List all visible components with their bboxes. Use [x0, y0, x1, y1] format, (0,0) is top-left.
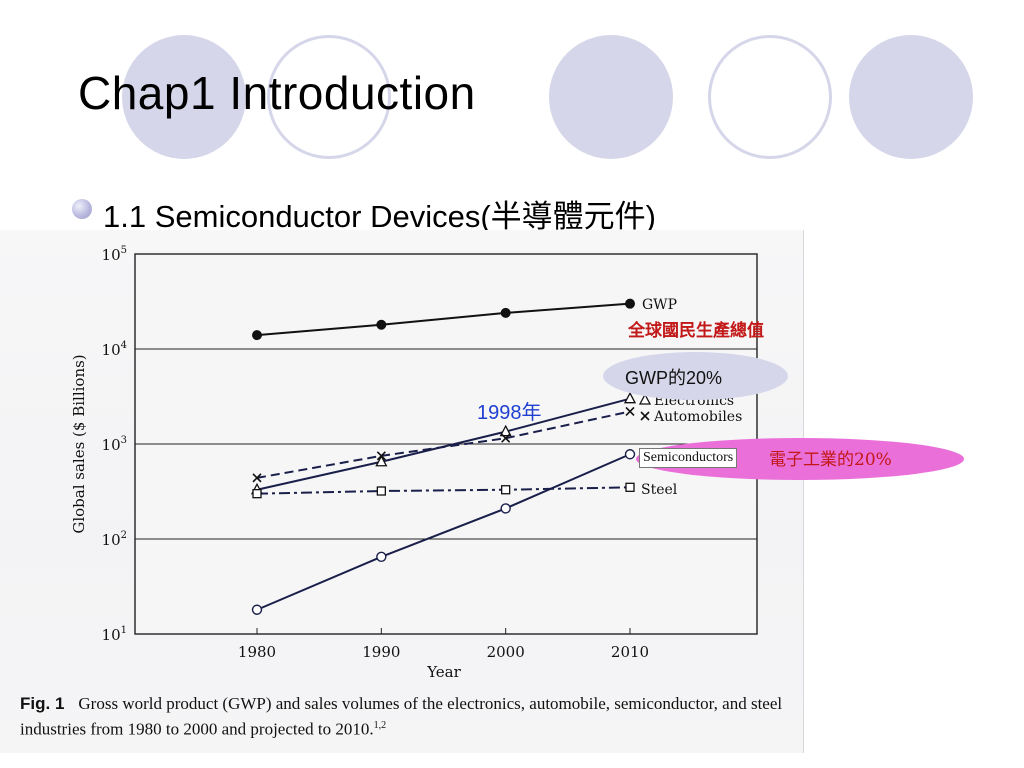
figure-label: Fig. 1 [20, 694, 65, 713]
data-point-semiconductors [376, 551, 387, 562]
data-point-semiconductors [624, 449, 636, 460]
data-point-steel [252, 489, 262, 499]
series-line-automobiles [256, 410, 631, 479]
x-tick-label: 2000 [487, 643, 525, 661]
x-tick-label: 2010 [611, 643, 649, 661]
decorative-ring [708, 35, 832, 159]
data-point-steel [501, 485, 511, 495]
data-point-semiconductors [500, 503, 511, 514]
chart: 101 102 103 104 105 1980 1990 2000 2010 Year Globa… [70, 245, 758, 681]
annotation-electronics-20: 電子工業的20% [769, 450, 892, 470]
slide-title: Chap1 Introduction [78, 67, 476, 119]
legend-label-steel: Steel [641, 482, 678, 498]
data-point-automobiles [252, 473, 262, 483]
data-point-electronics [623, 391, 637, 404]
y-tick-label: 105 [102, 245, 127, 264]
legend-marker-automobiles [640, 411, 650, 421]
data-point-automobiles [376, 451, 386, 461]
legend-label-automobiles: Automobiles [653, 409, 742, 425]
data-point-gwp [252, 330, 262, 341]
data-point-steel [376, 486, 386, 496]
y-tick-label: 101 [102, 625, 127, 644]
data-point-automobiles [501, 433, 511, 443]
y-tick-label: 104 [102, 340, 127, 359]
series-line-semiconductors [256, 453, 631, 611]
decorative-circle [549, 35, 673, 159]
figure-panel: 101 102 103 104 105 1980 1990 2000 2010 Year Globa… [0, 230, 804, 753]
y-axis-label: Global sales ($ Billions) [70, 354, 88, 533]
data-point-gwp [500, 307, 511, 318]
data-point-electronics [375, 454, 388, 467]
annotation-1998: 1998年 [477, 402, 542, 424]
data-point-automobiles [625, 406, 635, 417]
annotation-gwp-20: GWP的20% [625, 368, 723, 388]
bullet-text: 1.1 Semiconductor Devices(半導體元件) [103, 199, 656, 234]
decorative-circle [849, 35, 973, 159]
y-tick-label: 102 [102, 530, 127, 549]
series-line-steel [256, 486, 631, 495]
data-point-gwp [625, 298, 635, 309]
annotation-gwp-total: 全球國民生產總值 [628, 321, 764, 341]
data-point-steel [625, 482, 635, 492]
data-point-semiconductors [251, 604, 263, 615]
gwp-share-bubble: GWP的20% [603, 352, 788, 400]
bullet-icon [72, 199, 92, 219]
series-line-gwp [256, 302, 631, 337]
decorative-ring [267, 35, 391, 159]
caption-superscript: 1,2 [373, 720, 387, 731]
x-tick-label: 1980 [238, 643, 276, 661]
legend-label-semiconductors: Semiconductors [639, 448, 738, 468]
legend-marker-electronics [638, 393, 652, 405]
decorative-circle [122, 35, 246, 159]
x-axis-label: Year [426, 663, 461, 681]
figure-caption: Fig. 1 Gross world product (GWP) and sale… [20, 693, 795, 741]
caption-text: Gross world product (GWP) and sales volu… [20, 694, 783, 739]
x-tick-label: 1990 [362, 643, 400, 661]
y-tick-label: 103 [102, 435, 127, 454]
data-point-gwp [376, 319, 387, 330]
data-point-electronics [499, 424, 512, 437]
legend-label-gwp: GWP [642, 297, 677, 313]
